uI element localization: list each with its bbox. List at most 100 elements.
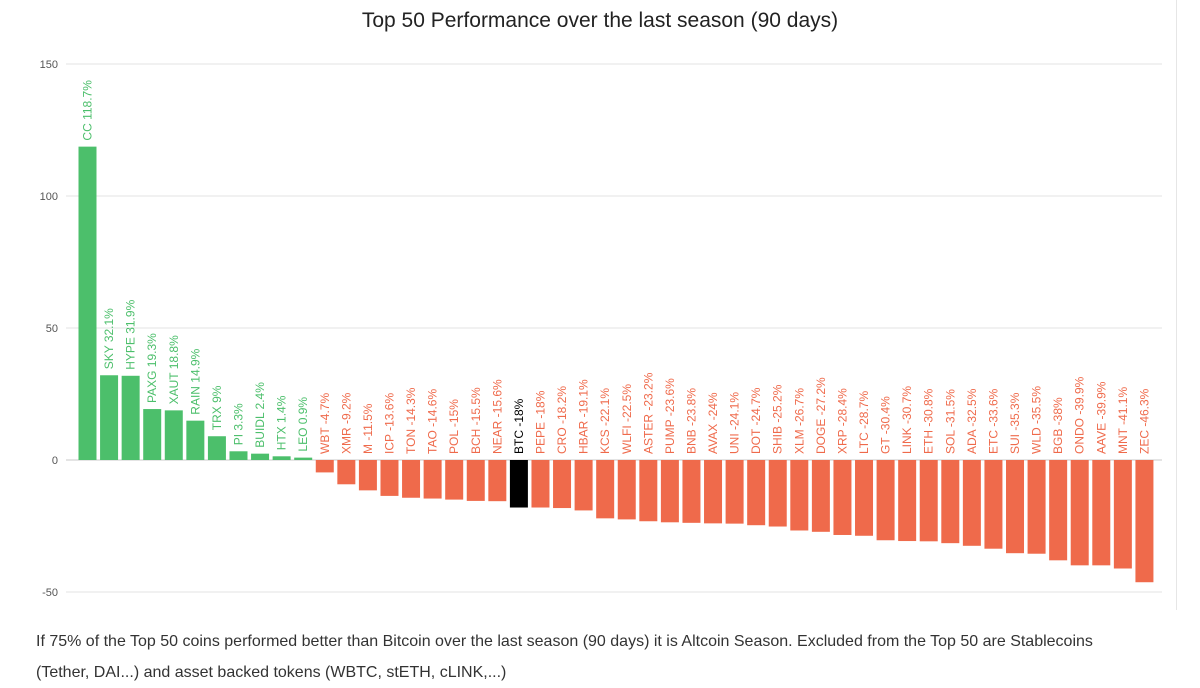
bar-trx (207, 436, 226, 460)
bar-gt (876, 460, 895, 541)
bar-near (488, 460, 507, 502)
bar-label-cc: CC 118.7% (81, 80, 95, 141)
bar-wbt (315, 460, 334, 473)
bar-label-hype: HYPE 31.9% (124, 299, 138, 369)
bar-xmr (337, 460, 356, 485)
bar-label-pol: POL -15% (447, 399, 461, 454)
bar-label-wld: WLD -35.5% (1030, 386, 1044, 454)
bar-label-bgb: BGB -38% (1051, 397, 1065, 454)
bar-rain (186, 420, 205, 460)
bar-label-pepe: PEPE -18% (534, 390, 548, 454)
bar-icp (380, 460, 399, 496)
bar-label-aster: ASTER -23.2% (641, 372, 655, 454)
bar-label-tao: TAO -14.6% (426, 389, 440, 454)
bar-label-uni: UNI -24.1% (728, 392, 742, 454)
bar-tao (423, 460, 442, 499)
bar-label-xlm: XLM -26.7% (792, 388, 806, 454)
bar-sky (100, 375, 119, 460)
bar-label-pump: PUMP -23.6% (663, 378, 677, 454)
bar-label-leo: LEO 0.9% (296, 397, 310, 452)
panel-border (1176, 0, 1177, 610)
bar-label-near: NEAR -15.6% (490, 379, 504, 454)
bar-label-xaut: XAUT 18.8% (167, 335, 181, 404)
bar-bch (466, 460, 485, 501)
y-tick-label: -50 (42, 587, 58, 599)
y-tick-label: 50 (46, 323, 58, 335)
bar-label-xrp: XRP -28.4% (836, 388, 850, 454)
bar-label-kcs: KCS -22.1% (598, 388, 612, 454)
bar-label-etc: ETC -33.6% (986, 388, 1000, 454)
bar-label-ada: ADA -32.5% (965, 388, 979, 454)
bar-xaut (164, 410, 183, 460)
bar-doge (811, 460, 830, 532)
bar-htx (272, 456, 291, 460)
bar-bgb (1049, 460, 1068, 561)
bar-label-aave: AAVE -39.9% (1094, 381, 1108, 454)
bar-pump (660, 460, 679, 523)
bar-ton (402, 460, 421, 498)
bar-label-sui: SUI -35.3% (1008, 392, 1022, 454)
bar-label-mnt: MNT -41.1% (1116, 387, 1130, 454)
y-tick-label: 150 (40, 59, 58, 71)
bar-label-avax: AVAX -24% (706, 392, 720, 454)
y-tick-label: 0 (52, 455, 58, 467)
bar-hbar (574, 460, 593, 511)
bar-label-hbar: HBAR -19.1% (577, 379, 591, 454)
bar-avax (704, 460, 723, 524)
bar-ondo (1070, 460, 1089, 566)
chart-title: Top 50 Performance over the last season … (361, 9, 839, 32)
bar-label-wbt: WBT -4.7% (318, 393, 332, 454)
bar-buidl (251, 453, 270, 460)
bar-label-cro: CRO -18.2% (555, 386, 569, 454)
bar-uni (725, 460, 744, 524)
bar-label-xmr: XMR -9.2% (339, 392, 353, 454)
bar-label-rain: RAIN 14.9% (188, 348, 202, 414)
bar-eth (919, 460, 938, 542)
bar-label-gt: GT -30.4% (879, 396, 893, 454)
bar-label-pi: PI 3.3% (232, 403, 246, 445)
bar-label-bnb: BNB -23.8% (685, 388, 699, 454)
bar-label-ton: TON -14.3% (404, 387, 418, 454)
bar-label-htx: HTX 1.4% (275, 395, 289, 450)
bar-bnb (682, 460, 701, 523)
bar-sol (941, 460, 960, 544)
bar-label-trx: TRX 9% (210, 385, 224, 430)
bar-sui (1006, 460, 1025, 554)
bar-label-zec: ZEC -46.3% (1137, 388, 1151, 454)
bar-aster (639, 460, 658, 522)
bar-link (898, 460, 917, 542)
bar-label-paxg: PAXG 19.3% (145, 333, 159, 403)
bar-hype (121, 375, 140, 460)
bar-label-buidl: BUIDL 2.4% (253, 382, 267, 448)
bar-shib (768, 460, 787, 527)
bar-pi (229, 451, 248, 460)
bar-xrp (833, 460, 852, 535)
chart-caption: If 75% of the Top 50 coins performed bet… (36, 633, 1093, 681)
bar-label-dot: DOT -24.7% (749, 387, 763, 454)
bar-wld (1027, 460, 1046, 554)
bar-pol (445, 460, 464, 500)
bar-mnt (1113, 460, 1132, 569)
bar-label-link: LINK -30.7% (900, 386, 914, 454)
bar-xlm (790, 460, 809, 531)
bar-label-sky: SKY 32.1% (102, 308, 116, 369)
bar-aave (1092, 460, 1111, 566)
bar-label-sol: SOL -31.5% (943, 389, 957, 454)
bar-label-icp: ICP -13.6% (383, 393, 397, 454)
bar-label-ltc: LTC -28.7% (857, 391, 871, 454)
bar-label-doge: DOGE -27.2% (814, 377, 828, 454)
y-tick-label: 100 (40, 191, 58, 203)
bar-btc (509, 460, 528, 508)
bar-chart: 150 100 50 0 -50 CC 118.7% SKY 32.1% HYPE 31.9… (40, 59, 1162, 599)
bar-label-ondo: ONDO -39.9% (1073, 376, 1087, 454)
bar-leo (294, 457, 313, 460)
bar-cro (553, 460, 572, 509)
bar-m (358, 460, 377, 491)
bar-label-wlfi: WLFI -22.5% (620, 384, 634, 454)
bar-wlfi (617, 460, 636, 520)
bar-label-btc: BTC -18% (512, 398, 526, 454)
y-axis-ticks: 150 100 50 0 -50 (40, 59, 58, 599)
bar-zec (1135, 460, 1154, 583)
bar-label-eth: ETH -30.8% (922, 388, 936, 454)
bar-label-shib: SHIB -25.2% (771, 384, 785, 454)
